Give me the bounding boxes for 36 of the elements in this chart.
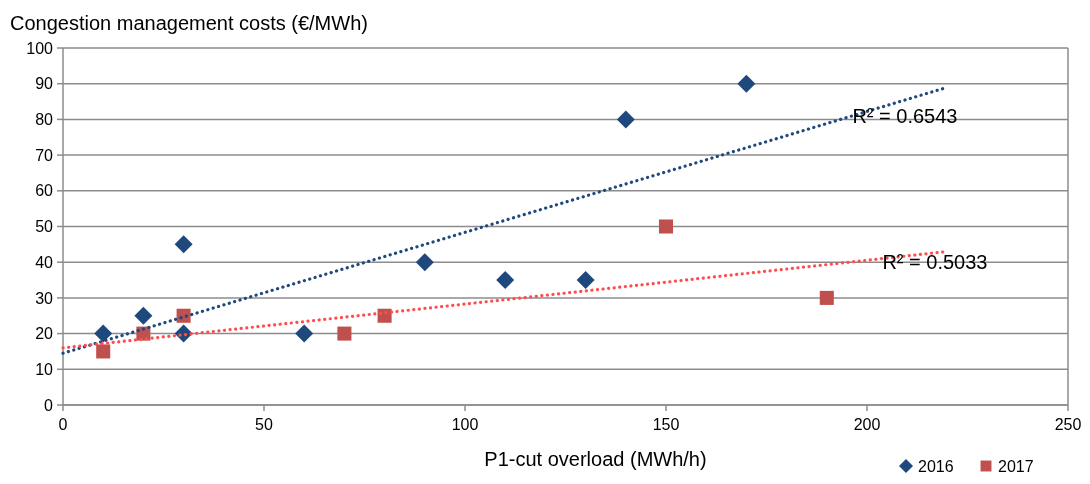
point	[415, 253, 434, 272]
x-tick-label: 150	[652, 416, 680, 433]
y-tick-label: 80	[35, 111, 54, 128]
y-tick-label: 90	[35, 75, 54, 93]
point	[496, 271, 515, 290]
y-tick-label: 60	[35, 182, 54, 200]
y-tick-label: 40	[35, 253, 54, 271]
point	[616, 110, 635, 129]
x-tick-label: 50	[255, 416, 273, 433]
y-tick-label: 70	[35, 146, 54, 164]
point	[819, 290, 834, 305]
y-tick-label: 10	[35, 360, 54, 378]
annotation: R² = 0.6543	[852, 105, 958, 128]
point	[134, 306, 153, 325]
annotation: R² = 0.5033	[882, 251, 988, 274]
point	[576, 271, 595, 290]
x-tick-label: 0	[58, 416, 68, 433]
x-tick-label: 200	[853, 416, 881, 433]
point	[94, 324, 113, 343]
y-tick-label: 20	[35, 325, 54, 343]
point	[337, 326, 352, 341]
legend-label: 2016	[918, 458, 954, 475]
y-tick-label: 50	[35, 218, 54, 236]
y-tick-label: 30	[35, 289, 54, 307]
legend-label: 2017	[998, 458, 1034, 475]
y-axis-title: Congestion management costs (€/MWh)	[10, 12, 368, 34]
point	[174, 235, 193, 254]
x-tick-label: 250	[1054, 416, 1082, 433]
y-tick-label: 0	[44, 396, 54, 414]
point	[96, 344, 111, 359]
point	[737, 74, 756, 93]
y-tick-label: 100	[26, 39, 54, 57]
point	[658, 219, 674, 234]
point	[295, 324, 314, 343]
x-axis-title: P1-cut overload (MWh/h)	[484, 448, 707, 470]
x-tick-label: 100	[451, 416, 479, 433]
